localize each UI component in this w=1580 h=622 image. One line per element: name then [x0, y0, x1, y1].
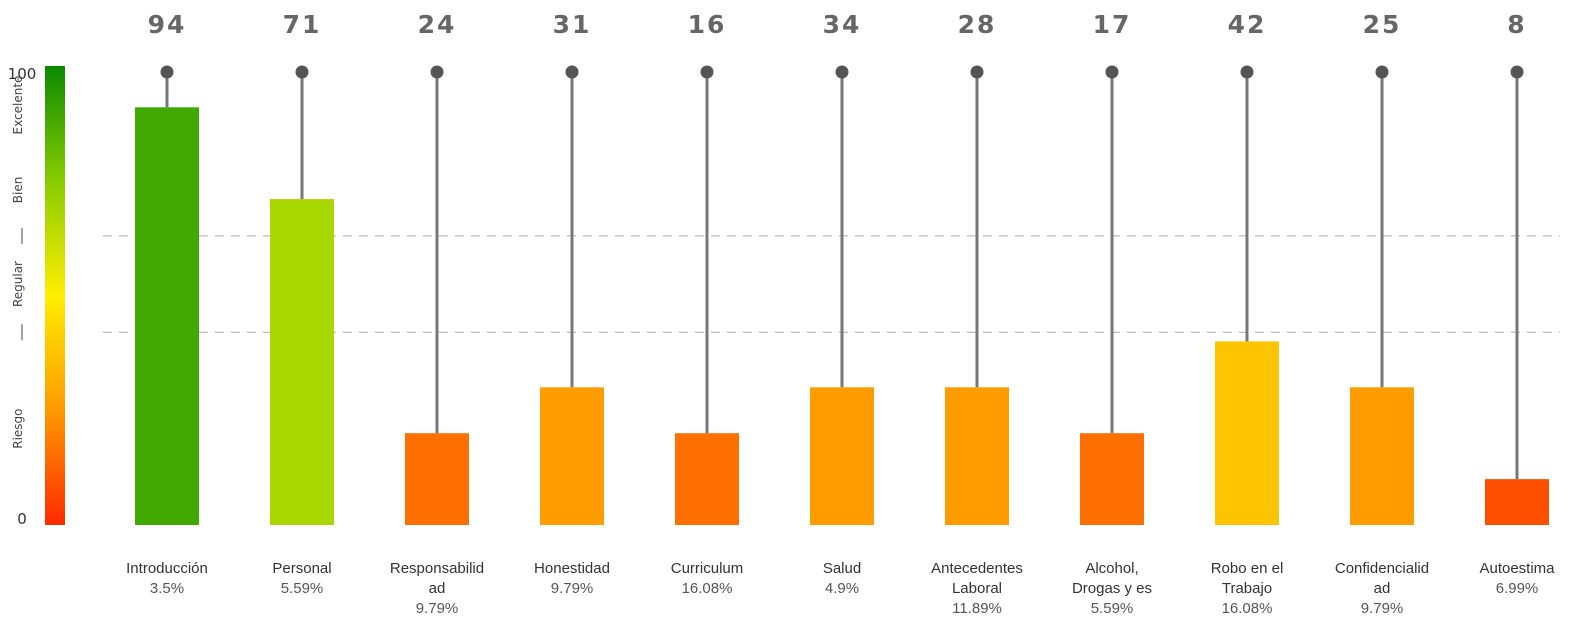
category-1-percent: 5.59% [281, 580, 324, 597]
scale-tick-0: 0 [17, 510, 27, 528]
category-2-score: 24 [418, 10, 457, 39]
category-3-bar [540, 387, 604, 525]
category-9-percent: 9.79% [1361, 600, 1404, 617]
zone-label-bien: Bien [11, 177, 25, 204]
category-8-dot [1240, 65, 1254, 79]
category-labels: 94 Introducción 3.5% 71 Personal 5.59% 24 Respo… [126, 10, 1555, 617]
category-8-percent: 16.08% [1222, 600, 1273, 617]
category-3-percent: 9.79% [551, 580, 594, 597]
category-2-percent: 9.79% [416, 600, 459, 617]
category-10-label-line-0: Autoestima [1479, 560, 1555, 577]
bars [135, 65, 1549, 526]
category-3-score: 31 [553, 10, 592, 39]
category-0-percent: 3.5% [150, 580, 184, 597]
zone-label-excelente: Excelente [11, 76, 25, 135]
category-6-label-line-1: Laboral [952, 580, 1002, 597]
category-1-label-line-0: Personal [272, 560, 331, 577]
category-3-label-line-0: Honestidad [534, 560, 610, 577]
category-5-bar [810, 387, 874, 525]
category-4-score: 16 [688, 10, 727, 39]
category-1-dot [295, 65, 309, 79]
grid-lines [103, 235, 1560, 333]
category-7-bar [1080, 433, 1144, 525]
category-1-bar [270, 199, 334, 526]
category-10-dot [1510, 65, 1524, 79]
category-8-label-line-1: Trabajo [1222, 580, 1272, 597]
category-7-dot [1105, 65, 1119, 79]
category-5-score: 34 [823, 10, 862, 39]
category-5-label-line-0: Salud [823, 560, 861, 577]
category-7-percent: 5.59% [1091, 600, 1134, 617]
category-2-dot [430, 65, 444, 79]
category-10-percent: 6.99% [1496, 580, 1539, 597]
category-1-score: 71 [283, 10, 322, 39]
category-3-dot [565, 65, 579, 79]
category-0-dot [160, 65, 174, 79]
category-2-label-line-1: ad [429, 580, 446, 597]
category-4-dot [700, 65, 714, 79]
category-8-bar [1215, 341, 1279, 525]
category-9-bar [1350, 387, 1414, 525]
category-2-bar [405, 433, 469, 525]
category-10-score: 8 [1507, 10, 1526, 39]
category-6-percent: 11.89% [952, 600, 1002, 617]
category-8-score: 42 [1228, 10, 1267, 39]
category-8-label-line-0: Robo en el [1211, 560, 1284, 577]
category-6-bar [945, 387, 1009, 525]
color-scale: 100 0 Riesgo Regular Bien Excelente [8, 65, 65, 528]
category-7-label-line-0: Alcohol, [1085, 560, 1138, 577]
category-4-label-line-0: Curriculum [671, 560, 744, 577]
category-10-bar [1485, 479, 1549, 525]
category-5-dot [835, 65, 849, 79]
scale-tick-100: 100 [8, 65, 37, 83]
category-9-label-line-1: ad [1374, 580, 1391, 597]
category-0-score: 94 [148, 10, 187, 39]
category-0-label-line-0: Introducción [126, 560, 208, 577]
category-9-label-line-0: Confidencialid [1335, 560, 1429, 577]
category-6-label-line-0: Antecedentes [931, 560, 1023, 577]
zone-label-regular: Regular [11, 261, 25, 307]
category-7-label-line-1: Drogas y es [1072, 580, 1152, 597]
category-6-score: 28 [958, 10, 997, 39]
category-2-label-line-0: Responsabilid [390, 560, 484, 577]
scale-gradient-bar [45, 66, 65, 525]
category-9-dot [1375, 65, 1389, 79]
category-7-score: 17 [1093, 10, 1132, 39]
category-5-percent: 4.9% [825, 580, 859, 597]
category-4-bar [675, 433, 739, 525]
zone-label-riesgo: Riesgo [11, 408, 25, 448]
category-6-dot [970, 65, 984, 79]
category-4-percent: 16.08% [682, 580, 733, 597]
category-9-score: 25 [1363, 10, 1402, 39]
category-0-bar [135, 107, 199, 525]
